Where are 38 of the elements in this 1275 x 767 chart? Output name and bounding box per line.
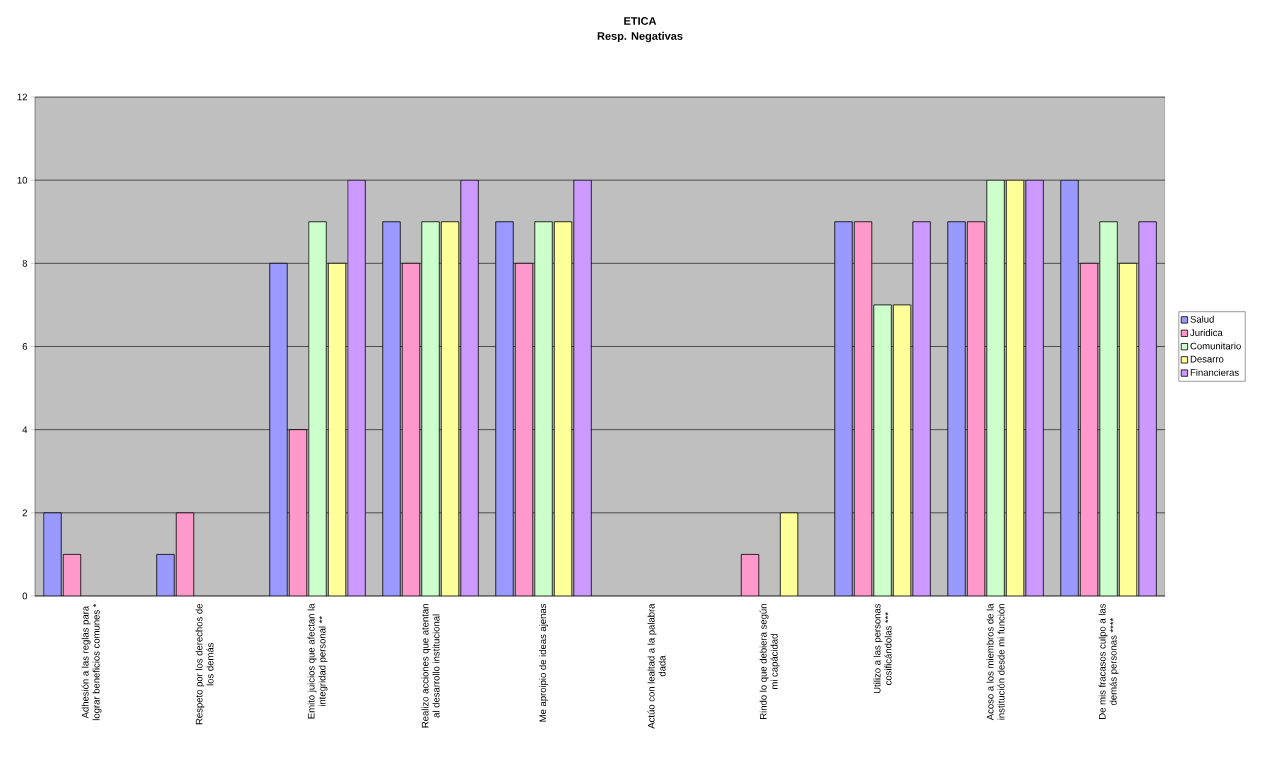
bar bbox=[966, 221, 986, 596]
x-tick-label: Utilizo a las personas cosificándolas *** bbox=[873, 603, 892, 694]
y-tick-label: 0 bbox=[22, 592, 28, 600]
chart-subtitle: Resp. Negativas bbox=[597, 31, 683, 43]
y-tick-label: 4 bbox=[22, 426, 28, 433]
x-tick-label: Acoso a los miembros de la institución desde mi función bbox=[986, 603, 1005, 721]
legend-label: Salud bbox=[1190, 315, 1214, 323]
bar bbox=[288, 429, 308, 596]
bar bbox=[1079, 262, 1099, 596]
legend-label: Financieras bbox=[1190, 368, 1239, 376]
bar bbox=[779, 512, 799, 596]
x-tick-label: Respeto por los derechos de los demás bbox=[195, 603, 214, 725]
x-tick-label: De mis fracasos culpo a las demás personas **** bbox=[1098, 603, 1119, 719]
x-tick-label: Rindo lo que debiera según mi capácidad bbox=[759, 604, 780, 719]
bar bbox=[892, 304, 912, 596]
y-tick-label: 12 bbox=[17, 93, 27, 101]
legend-label: Juridica bbox=[1190, 329, 1223, 337]
bar bbox=[440, 221, 460, 596]
chart-title: ETICA bbox=[624, 17, 657, 25]
x-tick-label: Realizo acciones que atentan al desarrollo institucional bbox=[421, 604, 440, 728]
bar bbox=[853, 221, 873, 596]
y-tick-label: 2 bbox=[22, 509, 27, 517]
legend-label: Desarro bbox=[1190, 355, 1224, 363]
bar bbox=[1118, 262, 1138, 596]
bar bbox=[1005, 179, 1025, 596]
bar bbox=[175, 512, 195, 596]
bar bbox=[514, 262, 534, 596]
x-tick-label: Emito juicios que afectan la integridad personal ** bbox=[307, 603, 328, 719]
bar bbox=[401, 262, 421, 596]
x-tick-label: Adhesión a las reglas para lograr beneficios comunes * bbox=[81, 603, 102, 721]
y-tick-label: 10 bbox=[17, 176, 28, 184]
legend-label: Comunitario bbox=[1190, 342, 1241, 350]
y-tick-label: 8 bbox=[22, 259, 28, 267]
x-tick-label: Actúo con lealtad a la palabra dada bbox=[647, 603, 666, 729]
bar bbox=[327, 262, 347, 596]
x-tick-label: Me aproipio de ideas ajenas bbox=[539, 603, 548, 722]
y-tick-label: 6 bbox=[22, 343, 28, 350]
bar bbox=[553, 221, 573, 596]
